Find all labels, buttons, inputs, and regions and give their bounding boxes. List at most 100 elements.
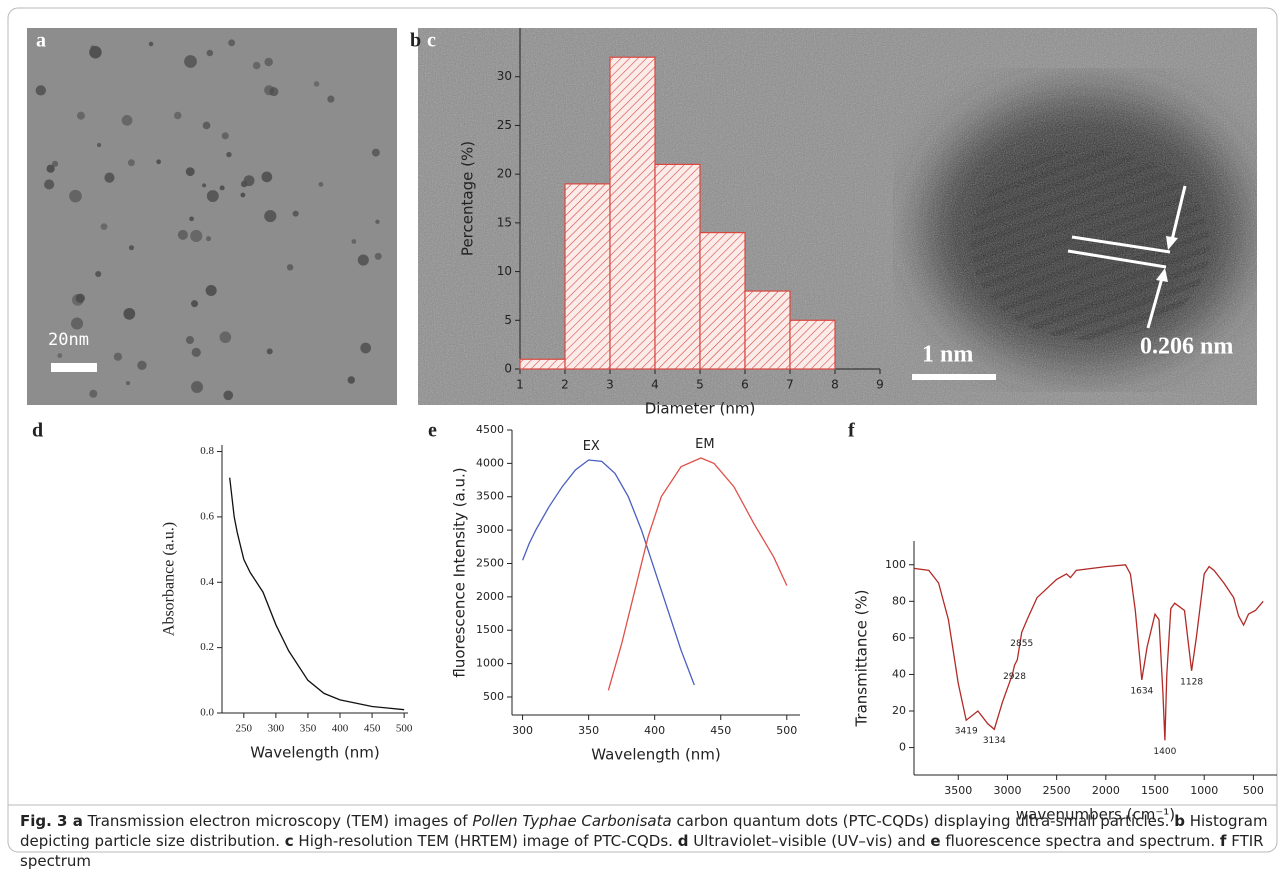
particle xyxy=(75,293,85,303)
y-tick-label: 0.6 xyxy=(200,510,214,522)
particle xyxy=(351,239,357,244)
particle xyxy=(264,57,273,67)
particle xyxy=(156,159,161,165)
particles xyxy=(35,39,382,401)
caption-text: d xyxy=(677,832,689,850)
particle xyxy=(46,164,55,173)
particle xyxy=(89,389,98,398)
y-axis-label: fluorescence Intensity (a.u.) xyxy=(451,467,469,677)
panel-label: b xyxy=(410,30,421,52)
bar xyxy=(609,56,656,370)
particle xyxy=(190,300,199,308)
caption-text: e xyxy=(930,832,941,850)
annotation: 3419 xyxy=(955,727,978,737)
x-tick-label: 8 xyxy=(831,378,839,392)
y-tick-label: 100 xyxy=(885,558,906,571)
x-axis-label: wavenumbers (cm⁻¹) xyxy=(1016,806,1175,824)
annotation: 1128 xyxy=(1180,677,1203,687)
y-tick-label: 1000 xyxy=(476,657,504,670)
particle xyxy=(100,223,108,231)
particle xyxy=(261,171,273,183)
particle xyxy=(327,95,335,103)
panel-label: d xyxy=(32,420,43,442)
particle xyxy=(202,183,207,188)
x-tick-label: 450 xyxy=(710,724,731,737)
x-tick-label: 9 xyxy=(876,378,884,392)
particle xyxy=(35,85,46,96)
x-tick-label: 500 xyxy=(396,723,413,735)
x-tick-label: 400 xyxy=(644,724,665,737)
x-tick-label: 5 xyxy=(696,378,704,392)
x-tick-label: 500 xyxy=(776,724,797,737)
particle xyxy=(127,159,135,167)
particle xyxy=(264,209,277,223)
caption: Fig. 3 a Transmission electron microscop… xyxy=(20,811,1270,871)
particle xyxy=(219,331,232,344)
caption-text: Fig. 3 xyxy=(20,812,68,830)
fringe-line xyxy=(1071,235,1171,254)
particle xyxy=(374,252,382,260)
arrow xyxy=(1146,277,1164,329)
particle xyxy=(228,39,236,47)
bar xyxy=(654,163,701,370)
y-tick-label: 0 xyxy=(899,741,906,754)
particle xyxy=(191,380,204,393)
particle xyxy=(266,348,273,355)
scale-bar xyxy=(912,374,996,380)
y-tick-label: 1500 xyxy=(476,623,504,636)
particle xyxy=(357,254,369,266)
x-tick-label: 250 xyxy=(236,723,253,735)
particle xyxy=(128,245,135,251)
x-tick-label: 350 xyxy=(300,723,317,735)
particle xyxy=(286,264,294,271)
particle xyxy=(189,216,194,222)
x-axis-label: Diameter (nm) xyxy=(645,400,756,418)
panel-label: c xyxy=(427,30,436,52)
panel-label: e xyxy=(428,420,437,442)
particle xyxy=(371,148,380,157)
particle xyxy=(206,49,214,57)
y-tick-label: 4000 xyxy=(476,456,504,469)
x-tick-label: 450 xyxy=(364,723,381,735)
particle xyxy=(375,219,380,224)
annotation: 3134 xyxy=(983,736,1006,746)
annotation: EM xyxy=(695,437,714,452)
tem-image xyxy=(27,28,397,405)
particle xyxy=(123,307,136,320)
y-tick-label: 3000 xyxy=(476,523,504,536)
y-tick-label: 3500 xyxy=(476,490,504,503)
particle xyxy=(148,41,154,47)
particle xyxy=(252,61,261,70)
x-tick-label: 2 xyxy=(561,378,569,392)
caption-text: Histogram depicting particle size distri… xyxy=(20,812,1268,850)
x-tick-label: 2000 xyxy=(1092,784,1120,797)
caption-text: b xyxy=(1174,812,1185,830)
annotation: 1400 xyxy=(1153,747,1176,757)
x-tick-label: 3 xyxy=(606,378,614,392)
arrow xyxy=(1170,185,1187,241)
caption-text: f xyxy=(1219,832,1227,850)
x-tick-label: 4 xyxy=(651,378,659,392)
caption-text: Ultraviolet–visible (UV–vis) and xyxy=(688,832,931,850)
x-tick-label: 300 xyxy=(268,723,285,735)
caption-text: High-resolution TEM (HRTEM) image of PTC… xyxy=(293,832,678,850)
particle xyxy=(264,85,275,96)
y-tick-label: 0.4 xyxy=(200,576,214,588)
panel-label: f xyxy=(848,420,855,442)
annotation: EX xyxy=(583,439,600,454)
particle xyxy=(104,172,115,183)
y-tick-label: 2500 xyxy=(476,556,504,569)
hrtem-image xyxy=(418,28,1257,405)
particle xyxy=(52,160,59,167)
x-tick-label: 350 xyxy=(578,724,599,737)
x-tick-label: 400 xyxy=(332,723,349,735)
y-axis-label: Percentage (%) xyxy=(459,141,477,256)
particle xyxy=(185,335,195,345)
particle xyxy=(360,342,372,354)
caption-text: a xyxy=(67,812,83,830)
particle xyxy=(177,229,188,240)
line xyxy=(913,564,1264,741)
caption-text: Transmission electron microscopy (TEM) i… xyxy=(82,812,473,830)
particle xyxy=(125,381,131,386)
